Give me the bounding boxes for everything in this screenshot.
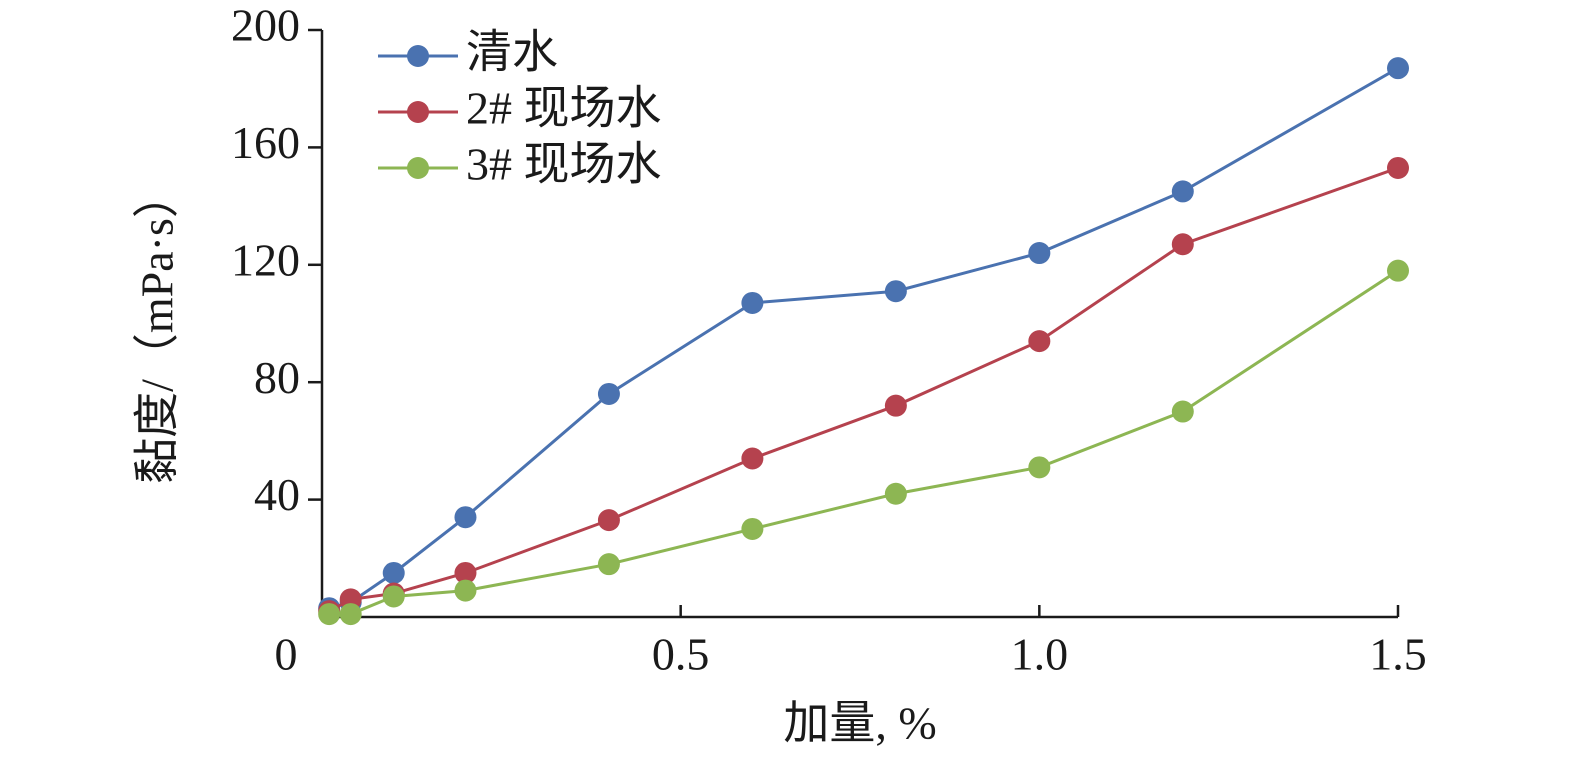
- data-point: [597, 382, 620, 405]
- series-layer: [318, 57, 1409, 626]
- data-point: [741, 447, 764, 470]
- legend-marker: [407, 101, 429, 123]
- legend-label: 清水: [466, 27, 558, 78]
- x-axis-title: 加量, %: [783, 698, 936, 749]
- series-line: [328, 66, 1399, 610]
- y-axis-title: 黏度/（mPa·s）: [132, 172, 183, 484]
- origin-label: 0: [275, 629, 298, 680]
- x-tick-label: 1.0: [1011, 629, 1069, 680]
- series-line: [329, 269, 1399, 616]
- data-point: [1387, 156, 1409, 179]
- data-point: [597, 553, 620, 576]
- data-point: [1387, 57, 1409, 80]
- data-point: [382, 561, 405, 584]
- data-point: [454, 579, 477, 602]
- data-point: [741, 517, 764, 540]
- series-3: [318, 259, 1409, 626]
- data-point: [1171, 180, 1194, 203]
- data-point: [1028, 242, 1051, 265]
- series-2: [318, 156, 1409, 623]
- data-point: [1387, 259, 1409, 282]
- data-point: [1028, 456, 1051, 479]
- x-tick-label: 1.5: [1369, 629, 1427, 680]
- data-point: [454, 561, 477, 584]
- data-point: [1171, 233, 1194, 256]
- data-point: [1028, 330, 1051, 353]
- data-point: [741, 291, 764, 314]
- data-point: [884, 394, 907, 417]
- data-point: [339, 603, 362, 626]
- data-point: [382, 585, 405, 608]
- legend-item-1: 清水: [378, 27, 558, 78]
- data-point: [884, 482, 907, 505]
- y-tick-label: 200: [231, 0, 300, 51]
- y-tick-label: 80: [254, 352, 300, 403]
- legend-label: 2# 现场水: [466, 83, 662, 134]
- legend-label: 3# 现场水: [466, 139, 662, 190]
- legend-item-3: 3# 现场水: [378, 139, 662, 190]
- axes: 40 80 120 160 200 0.5 1.0 1.5 0 加量, % 黏度/（mPa·s）: [132, 0, 1427, 749]
- legend-item-2: 2# 现场水: [378, 83, 662, 134]
- y-tick-label: 160: [231, 117, 300, 168]
- y-tick-label: 40: [254, 469, 300, 520]
- series-line: [328, 166, 1399, 613]
- data-point: [454, 506, 477, 529]
- legend-marker: [407, 157, 429, 179]
- x-tick-label: 0.5: [652, 629, 710, 680]
- data-point: [597, 509, 620, 532]
- data-point: [884, 280, 907, 303]
- data-point: [1171, 400, 1194, 423]
- data-point: [318, 603, 341, 626]
- legend-marker: [407, 45, 429, 67]
- y-tick-label: 120: [231, 234, 300, 285]
